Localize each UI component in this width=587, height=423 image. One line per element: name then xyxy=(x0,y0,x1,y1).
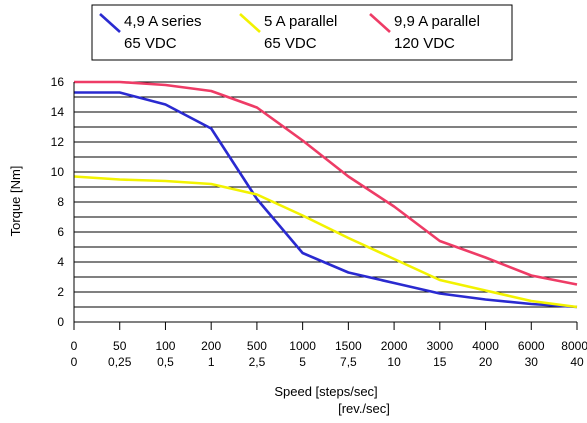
y-tick-label: 2 xyxy=(57,285,64,299)
x-tick-label-rev: 7,5 xyxy=(340,355,357,369)
x-tick-label: 8000 xyxy=(561,339,587,353)
legend-label-1: 4,9 A series xyxy=(124,13,202,30)
x-tick-label-rev: 0,25 xyxy=(108,355,132,369)
grid xyxy=(74,81,577,323)
series-line-2 xyxy=(73,175,578,309)
x-tick-labels: 00500,251000,520015002,51000515007,52000… xyxy=(71,339,587,369)
x-tick-label: 3000 xyxy=(426,339,453,353)
x-tick-label-rev: 0,5 xyxy=(157,355,174,369)
x-axis-title-rev: [rev./sec] xyxy=(338,401,390,416)
y-tick-label: 16 xyxy=(51,75,65,89)
series-line-1 xyxy=(74,91,578,309)
x-tick-label-rev: 5 xyxy=(299,355,306,369)
legend-swatch-3 xyxy=(369,13,391,33)
x-tick-label: 100 xyxy=(155,339,175,353)
x-tick-label: 4000 xyxy=(472,339,499,353)
x-tick-label: 1500 xyxy=(335,339,362,353)
x-tick-label-rev: 0 xyxy=(71,355,78,369)
series-lines xyxy=(73,80,578,309)
x-tick-label: 200 xyxy=(201,339,221,353)
axes xyxy=(73,82,578,330)
x-tick-label: 500 xyxy=(247,339,267,353)
legend-sublabel-3: 120 VDC xyxy=(394,35,455,52)
x-tick-label-rev: 15 xyxy=(433,355,447,369)
y-tick-labels: 0 2 4 6 8 10 12 14 16 xyxy=(51,75,65,329)
x-tick-label-rev: 40 xyxy=(570,355,584,369)
x-tick-label: 50 xyxy=(113,339,127,353)
legend: 4,9 A series 65 VDC 5 A parallel 65 VDC 9,9 … xyxy=(99,13,480,52)
legend-swatch-1 xyxy=(99,13,121,33)
legend-label-2: 5 A parallel xyxy=(264,13,337,30)
y-tick-label: 6 xyxy=(57,225,64,239)
legend-sublabel-2: 65 VDC xyxy=(264,35,317,52)
x-tick-label-rev: 1 xyxy=(208,355,215,369)
x-tick-label: 6000 xyxy=(518,339,545,353)
legend-swatch-2 xyxy=(239,13,261,33)
x-tick-label: 1000 xyxy=(289,339,316,353)
x-tick-label-rev: 20 xyxy=(479,355,493,369)
y-tick-label: 8 xyxy=(57,195,64,209)
x-tick-label-rev: 10 xyxy=(387,355,401,369)
x-tick-label-rev: 30 xyxy=(525,355,539,369)
x-axis-title: Speed [steps/sec] xyxy=(274,384,377,399)
y-tick-label: 14 xyxy=(51,105,65,119)
legend-label-3: 9,9 A parallel xyxy=(394,13,480,30)
x-tick-label-rev: 2,5 xyxy=(249,355,266,369)
y-tick-label: 12 xyxy=(51,135,65,149)
y-tick-label: 10 xyxy=(51,165,65,179)
x-tick-label: 2000 xyxy=(381,339,408,353)
series-line-3 xyxy=(74,80,578,286)
legend-box xyxy=(91,4,513,61)
y-tick-label: 4 xyxy=(57,255,64,269)
y-tick-label: 0 xyxy=(57,315,64,329)
y-axis-title: Torque [Nm] xyxy=(8,166,23,237)
legend-sublabel-1: 65 VDC xyxy=(124,35,177,52)
x-tick-label: 0 xyxy=(71,339,78,353)
